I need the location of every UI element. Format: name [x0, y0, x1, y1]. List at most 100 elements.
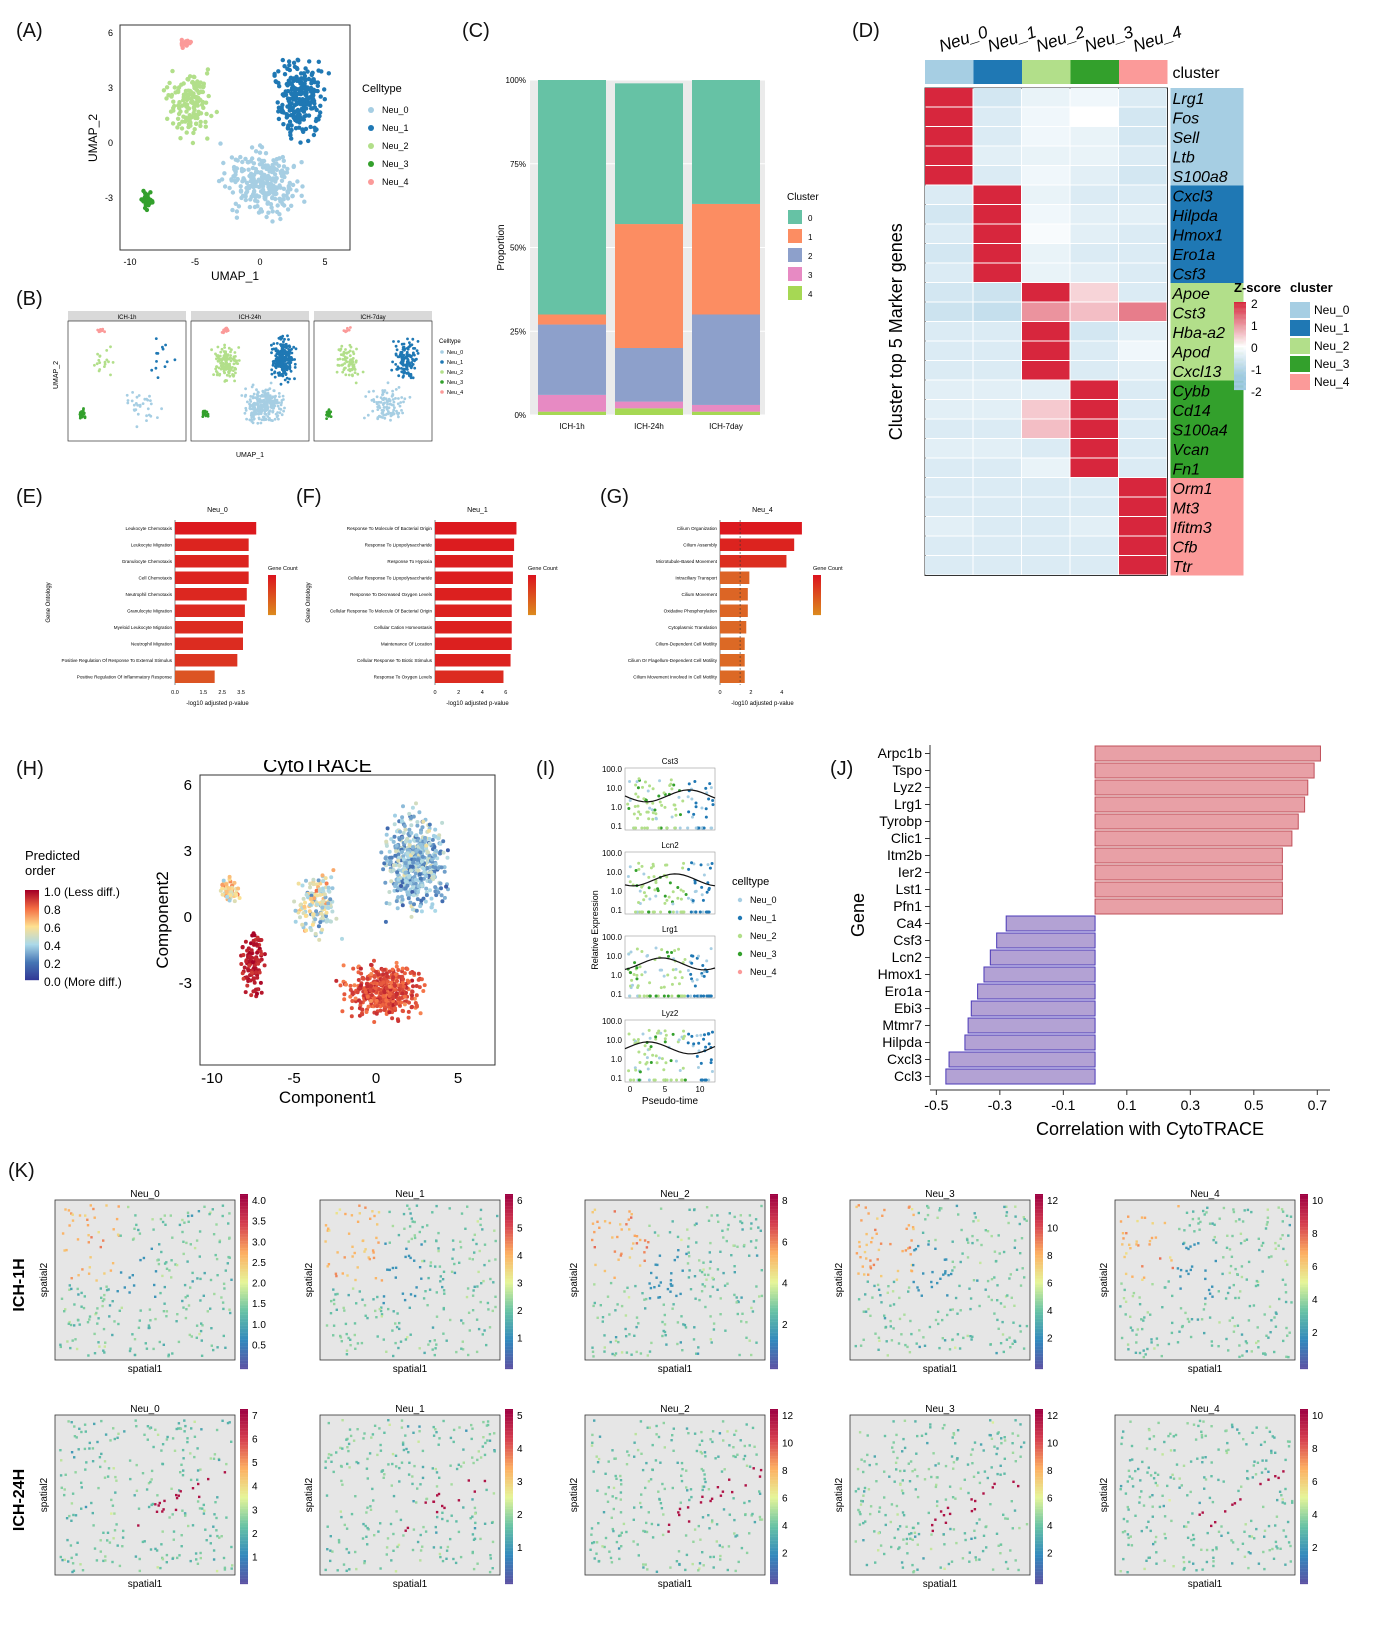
y-tick-label: 0 [184, 909, 192, 926]
spatial-spot [467, 1311, 471, 1314]
legend-gradient [528, 583, 536, 585]
spatial-spot [71, 1219, 75, 1222]
legend-gradient [813, 612, 821, 614]
colorbar-gradient [25, 892, 39, 894]
spatial-spot [163, 1214, 166, 1217]
umap-point [103, 330, 106, 334]
cell-point [318, 920, 323, 925]
umap-point [255, 388, 258, 392]
annotation-title: cluster [1173, 65, 1221, 82]
spatial-spot [182, 1252, 185, 1256]
spatial-spot [170, 1276, 173, 1279]
umap-point [318, 103, 323, 109]
colorbar-gradient [240, 1360, 248, 1363]
umap-point [325, 414, 329, 417]
go-bar [435, 621, 512, 634]
spatial-spot [186, 1260, 189, 1263]
expression-point [662, 985, 666, 989]
expression-point [626, 875, 630, 879]
expression-point [695, 1054, 699, 1058]
umap-point [401, 375, 405, 379]
umap-point [228, 374, 232, 378]
spatial-spot [135, 1223, 138, 1227]
umap-point [236, 204, 242, 209]
expression-point [640, 949, 644, 953]
cell-point [417, 810, 422, 815]
scale-gradient [1234, 304, 1246, 306]
gene-label: Ero1a [885, 983, 923, 999]
spatial-spot [483, 1263, 486, 1267]
cell-point [416, 971, 421, 976]
umap-point [229, 350, 232, 354]
umap-point [270, 372, 274, 376]
umap-point [293, 377, 296, 381]
spatial-spot [347, 1232, 351, 1235]
cell-point [373, 986, 378, 991]
heatmap-cell [1070, 146, 1118, 165]
umap-point [154, 337, 158, 340]
umap-point [379, 401, 383, 404]
heatmap-cell [1022, 302, 1070, 321]
legend-gradient [528, 582, 536, 584]
spatial-spot [105, 1204, 108, 1207]
umap-point [291, 163, 297, 169]
spatial-spot [181, 1299, 184, 1303]
umap-point [219, 350, 223, 354]
spatial-spot [342, 1306, 345, 1310]
row-label: Cybb [1173, 384, 1210, 401]
umap-point [271, 404, 275, 407]
row-group-bar [1170, 166, 1244, 186]
expression-point [637, 777, 641, 781]
umap-point [384, 413, 388, 417]
umap-point [282, 350, 286, 354]
colorbar-gradient [25, 898, 39, 900]
spatial-spot [411, 1220, 414, 1223]
cell-point [427, 836, 432, 841]
x-tick-label: -10 [201, 1070, 223, 1087]
cell-point [444, 884, 449, 889]
x-tick-label: 5 [322, 257, 327, 267]
umap-point [240, 394, 244, 397]
expression-point [667, 895, 671, 899]
go-bar [175, 621, 243, 634]
umap-point [286, 81, 291, 87]
scale-gradient [1234, 359, 1246, 361]
heatmap-cell [925, 536, 973, 555]
go-bar [720, 555, 787, 568]
cell-point [424, 843, 429, 848]
umap-point [244, 180, 250, 185]
spatial-spot [376, 1335, 379, 1338]
colorbar-gradient [25, 906, 39, 908]
colorbar-gradient [25, 934, 39, 936]
cell-point [420, 825, 425, 830]
cell-point [320, 873, 325, 878]
cell-point [407, 1000, 411, 1005]
colorbar-gradient [25, 920, 39, 922]
cell-point [421, 866, 426, 871]
umap-point [236, 362, 240, 365]
umap-point [285, 376, 289, 380]
legend-gradient [268, 588, 276, 590]
colorbar-gradient [25, 901, 39, 903]
legend-gradient [268, 597, 276, 599]
cell-point [440, 820, 445, 825]
umap-point [381, 393, 384, 397]
cell-point [331, 868, 336, 873]
row-group-bar [1170, 322, 1244, 342]
cell-point [389, 980, 394, 985]
umap-point [285, 358, 289, 361]
scale-gradient [1234, 321, 1246, 323]
umap-point [258, 405, 262, 409]
go-bar [435, 604, 512, 617]
spatial-spot [59, 1345, 62, 1349]
umap-point [299, 81, 304, 86]
cell-point [407, 811, 412, 816]
heatmap-cell [1119, 244, 1167, 263]
x-tick-label: -10 [123, 257, 136, 267]
cell-point [351, 966, 356, 971]
umap-point [148, 394, 151, 398]
spatial-spot [334, 1272, 338, 1275]
umap-facets-panel-b: ICH-1h ICH-24h ICH-7dayUMAP_1UMAP_2Celltyp… [53, 311, 463, 459]
legend-gradient [268, 578, 276, 580]
cell-point [407, 860, 412, 865]
